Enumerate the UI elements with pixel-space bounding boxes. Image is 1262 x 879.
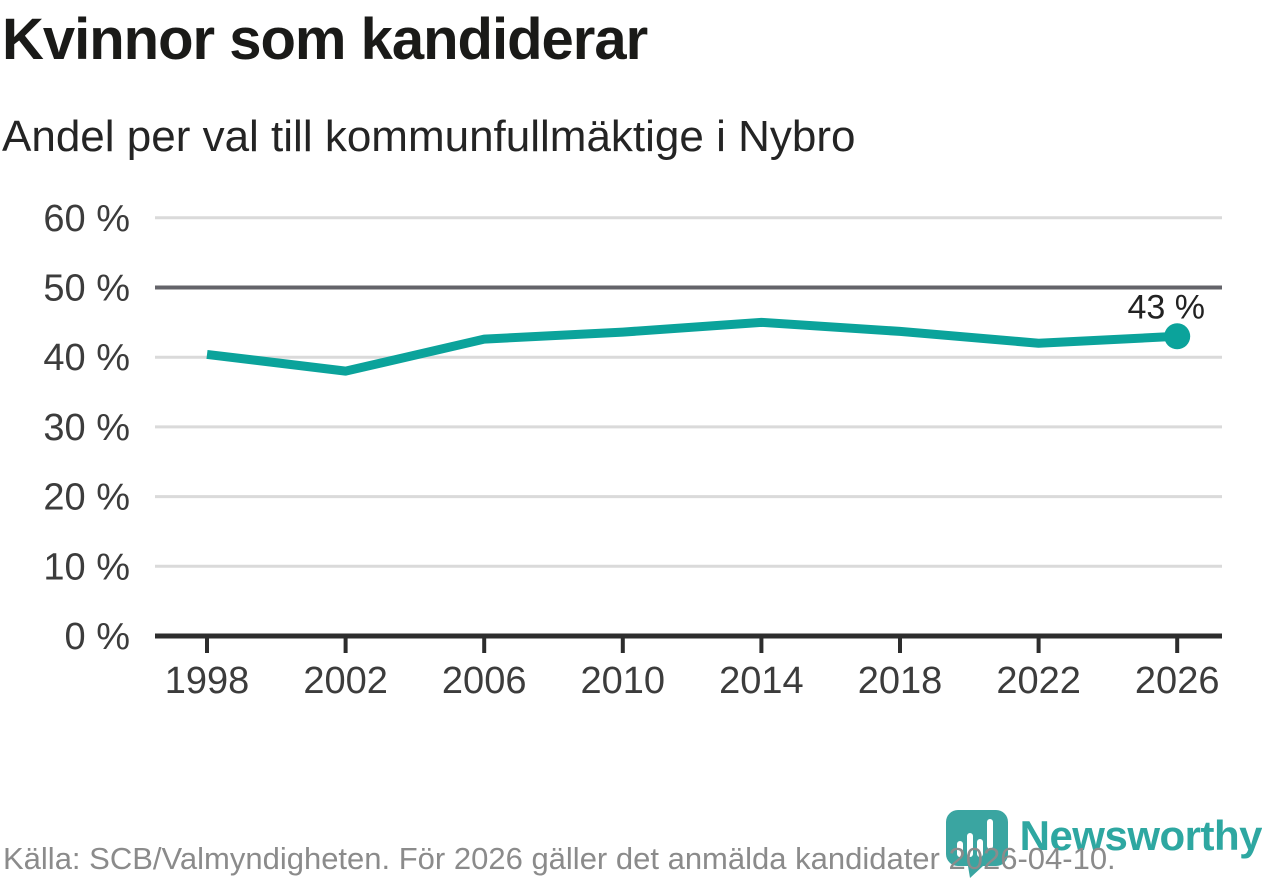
- newsworthy-wordmark: Newsworthy: [1019, 812, 1262, 859]
- data-line: [206, 317, 1178, 376]
- x-tick-label: 2026: [1135, 660, 1220, 702]
- x-tick-label: 2010: [581, 660, 666, 702]
- logo-bars: [956, 819, 993, 857]
- y-tick-label: 20 %: [43, 477, 130, 519]
- data-point-label: 43 %: [1127, 288, 1205, 326]
- x-tick-label: 2018: [858, 660, 943, 702]
- x-tick-label: 2022: [996, 660, 1081, 702]
- y-tick-label: 10 %: [43, 546, 130, 588]
- newsworthy-logo: Newsworthy: [944, 808, 1262, 878]
- y-tick-label: 50 %: [43, 268, 130, 310]
- x-tick-label: 2014: [719, 660, 804, 702]
- chart-title: Kvinnor som kandiderar: [2, 7, 648, 72]
- x-tick-label: 2002: [303, 660, 388, 702]
- chart-subtitle: Andel per val till kommunfullmäktige i N…: [2, 112, 856, 161]
- y-tick-label: 60 %: [43, 198, 130, 240]
- source-note: Källa: SCB/Valmyndigheten. För 2026 gäll…: [3, 841, 1116, 876]
- x-tick-label: 2006: [442, 660, 527, 702]
- y-tick-label: 0 %: [65, 616, 130, 658]
- x-tick-label: 1998: [165, 660, 250, 702]
- newsworthy-pin-barchart-icon: [945, 810, 1008, 878]
- y-tick-label: 40 %: [43, 337, 130, 379]
- data-point-marker: [1164, 323, 1191, 350]
- y-tick-label: 30 %: [43, 407, 130, 449]
